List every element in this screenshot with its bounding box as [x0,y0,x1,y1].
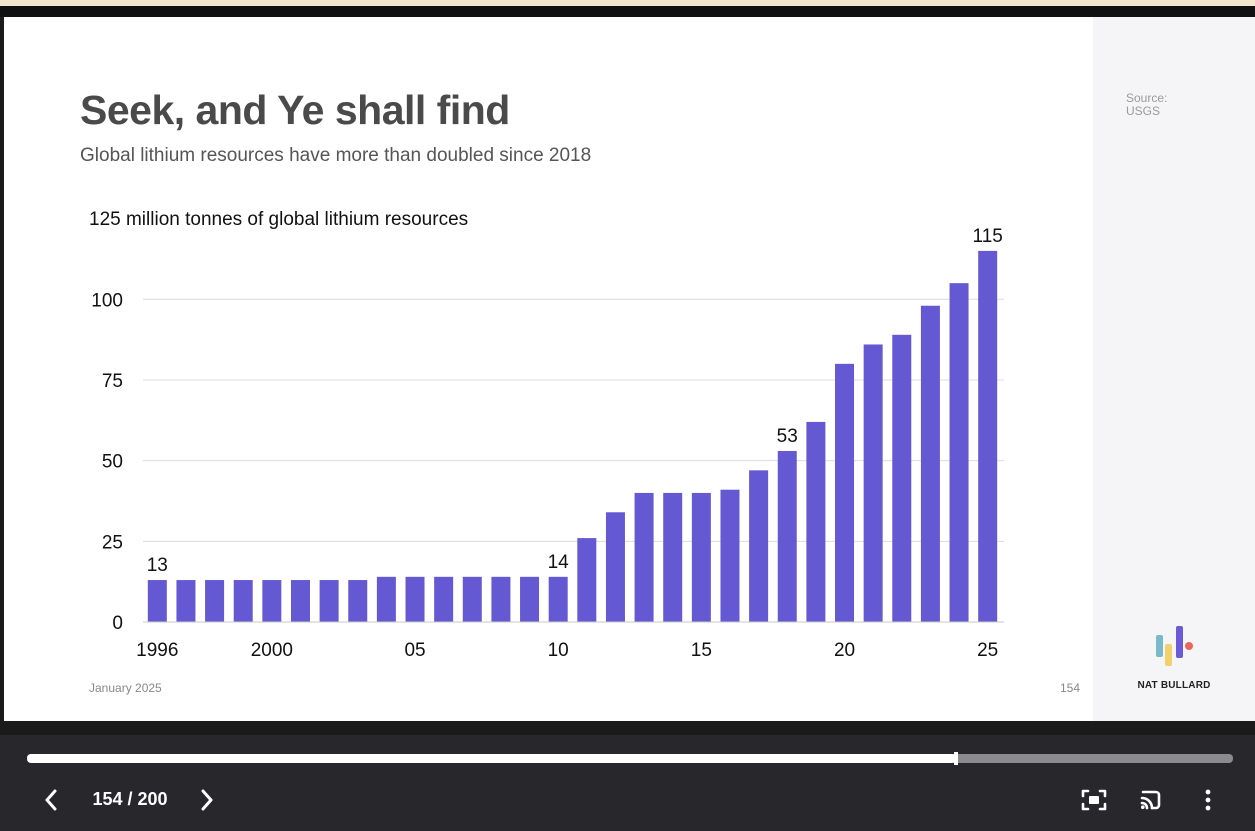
bar-2025 [978,250,998,622]
y-tick-label: 0 [112,613,123,634]
data-label: 53 [777,426,798,447]
next-slide-button[interactable] [192,785,222,815]
x-tick-label: 20 [834,640,855,661]
previous-slide-button[interactable] [36,785,66,815]
player-controls: 154 / 200 [0,735,1255,831]
bar-1999 [233,580,253,622]
slide-counter: 154 / 200 [92,789,168,809]
bar-2017 [749,470,769,622]
more-options-button[interactable] [1194,785,1222,815]
nat-bullard-logo-icon [1156,626,1193,666]
data-label: 13 [147,555,168,576]
slide-subtitle: Global lithium resources have more than … [80,145,592,166]
bar-2018 [777,450,797,622]
bar-2008 [491,576,511,622]
bar-2015 [691,492,711,622]
bar-1997 [176,580,196,622]
bar-2023 [920,305,940,622]
bar-2010 [548,576,568,622]
bar-2012 [605,512,625,622]
x-tick-label: 15 [691,640,712,661]
y-tick-label: 50 [102,452,123,473]
cast-button[interactable] [1136,785,1166,815]
x-tick-label: 05 [404,640,425,661]
x-tick-label: 2000 [251,640,293,661]
brand-name: NAT BULLARD [1137,680,1211,691]
side-panel [1093,17,1255,721]
slide-date: January 2025 [89,681,162,695]
cast-icon [1140,790,1161,810]
window-edge [0,0,1255,6]
y-tick-label: 75 [102,371,123,392]
bar-2005 [405,576,425,622]
bar-chart: 0 25 50 75 100 125 million tonnes of global l… [89,209,1004,661]
fullscreen-icon [1081,789,1107,811]
bar-2009 [520,576,540,622]
x-tick-label: 25 [977,640,998,661]
bar-2011 [577,538,597,622]
bar-2007 [462,576,482,622]
bar-2020 [835,363,855,622]
data-label: 14 [548,552,570,573]
bar-2014 [663,492,683,622]
chevron-left-icon [45,789,57,811]
progress-bar[interactable] [27,752,1233,765]
bar-2006 [434,576,454,622]
slide-title: Seek, and Ye shall find [80,87,510,133]
bar-1998 [205,580,225,622]
progress-fill [27,754,956,763]
x-tick-label: 10 [548,640,569,661]
bar-1996 [147,580,167,622]
bar-2013 [634,492,654,622]
slide-page-number: 154 [1060,681,1081,695]
bar-2024 [949,283,969,622]
data-label: 115 [973,226,1003,247]
y-axis-label: 125 million tonnes of global lithium res… [89,209,468,230]
bar-2019 [806,421,826,622]
source-note: Source: USGS [1126,91,1168,118]
bar-2021 [863,344,883,622]
chevron-right-icon [201,789,213,811]
bar-2001 [290,580,310,622]
bar-2002 [319,580,339,622]
bar-2003 [348,580,368,622]
progress-handle[interactable] [953,752,958,765]
bar-2000 [262,580,282,622]
y-tick-label: 25 [102,532,123,553]
slide: Source: USGS Seek, and Ye shall find Glo… [4,17,1255,721]
x-tick-label: 1996 [136,640,178,661]
more-vertical-icon [1205,789,1211,811]
y-tick-label: 100 [91,290,123,311]
bar-2016 [720,489,740,622]
fullscreen-button[interactable] [1078,785,1110,815]
bar-2004 [376,576,396,622]
bar-2022 [892,334,912,622]
top-strip [0,0,1255,17]
